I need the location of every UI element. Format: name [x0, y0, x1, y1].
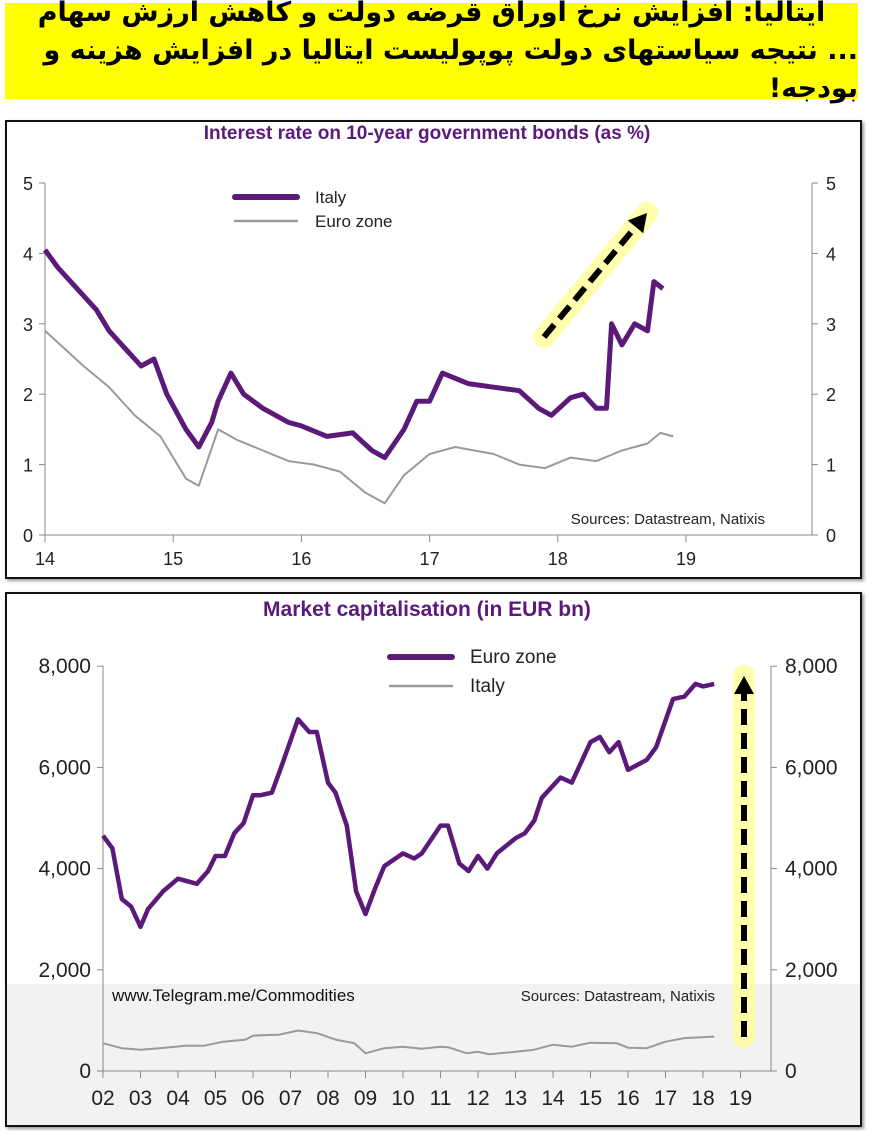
x-tick-label: 10: [391, 1087, 414, 1110]
x-tick-label: 03: [129, 1087, 152, 1110]
x-tick-label: 16: [291, 549, 311, 569]
y-tick-label-right: 1: [826, 456, 836, 476]
market-cap-chart: Market capitalisation (in EUR bn) 0 0 2,000…: [5, 592, 862, 1127]
y-tick-label: 4,000: [38, 858, 91, 881]
x-tick-label: 15: [579, 1087, 602, 1110]
headline-line-1: ایتالیا: افزایش نرخ اوراق قرضه دولت و کا…: [37, 0, 826, 28]
y-tick-label-right: 8,000: [785, 655, 838, 678]
y-tick-label-right: 4,000: [785, 858, 838, 881]
x-tick-label: 09: [354, 1087, 377, 1110]
y-tick-label: 6,000: [38, 756, 91, 779]
series-line-italy: [42, 248, 665, 461]
y-tick-label-right: 0: [785, 1060, 797, 1083]
x-tick-label: 07: [279, 1087, 302, 1110]
y-tick-label: 0: [79, 1060, 91, 1083]
x-tick-label: 14: [541, 1087, 565, 1110]
watermark-text: www.Telegram.me/Commodities: [111, 986, 355, 1005]
headline-line-2: ... نتیجه سیاستهای دولت پوپولیست ایتالیا…: [43, 35, 858, 104]
x-tick-label: 04: [166, 1087, 190, 1110]
x-tick-label: 19: [729, 1087, 752, 1110]
series-line-euro-zone: [101, 681, 715, 930]
y-tick-label: 4: [23, 244, 33, 264]
y-tick-label: 1: [23, 456, 33, 476]
sources-note: Sources: Datastream, Natixis: [571, 511, 765, 528]
bond-rate-chart: Interest rate on 10-year government bond…: [5, 120, 862, 579]
sources-note: Sources: Datastream, Natixis: [521, 988, 715, 1005]
y-tick-label-right: 5: [826, 174, 836, 194]
legend-label: Italy: [470, 676, 505, 697]
x-tick-label: 05: [204, 1087, 227, 1110]
x-tick-label: 13: [504, 1087, 527, 1110]
x-tick-label: 18: [548, 549, 568, 569]
rising-cap-arrow-head: [734, 676, 754, 694]
y-tick-label: 5: [23, 174, 33, 194]
y-tick-label-right: 6,000: [785, 756, 838, 779]
y-tick-label: 2: [23, 385, 33, 405]
chart-title: Market capitalisation (in EUR bn): [263, 598, 591, 621]
y-tick-label: 8,000: [38, 655, 91, 678]
x-tick-label: 02: [91, 1087, 114, 1110]
legend-label: Italy: [315, 188, 347, 207]
legend-label: Euro zone: [470, 647, 557, 668]
legend-label: Euro zone: [315, 212, 393, 231]
series-line-italy: [102, 1029, 715, 1056]
x-tick-label: 06: [241, 1087, 264, 1110]
y-tick-label-right: 4: [826, 244, 836, 264]
y-tick-label-right: 0: [826, 526, 836, 546]
y-tick-label: 3: [23, 315, 33, 335]
market-cap-chart-svg: Market capitalisation (in EUR bn) 0 0 2,000…: [7, 598, 860, 1125]
x-tick-label: 08: [316, 1087, 339, 1110]
x-tick-label: 16: [616, 1087, 639, 1110]
x-tick-label: 17: [654, 1087, 677, 1110]
y-tick-label: 0: [23, 526, 33, 546]
lower-shaded-band: [7, 984, 860, 1125]
x-tick-label: 12: [466, 1087, 489, 1110]
chart-title: Interest rate on 10-year government bond…: [204, 123, 651, 144]
x-tick-label: 11: [430, 1087, 452, 1110]
x-tick-label: 18: [691, 1087, 714, 1110]
x-tick-label: 14: [35, 549, 55, 569]
bond-rate-chart-svg: Interest rate on 10-year government bond…: [23, 123, 836, 569]
y-tick-label-right: 2,000: [785, 959, 838, 982]
x-tick-label: 19: [676, 549, 696, 569]
y-tick-label-right: 3: [826, 315, 836, 335]
y-tick-label-right: 2: [826, 385, 836, 405]
x-tick-label: 17: [420, 549, 440, 569]
y-tick-label: 2,000: [38, 959, 91, 982]
x-tick-label: 15: [163, 549, 183, 569]
rising-rate-arrow-head: [627, 213, 647, 234]
series-line-euro-zone: [44, 330, 674, 505]
headline-banner: ایتالیا: افزایش نرخ اوراق قرضه دولت و کا…: [5, 0, 858, 104]
